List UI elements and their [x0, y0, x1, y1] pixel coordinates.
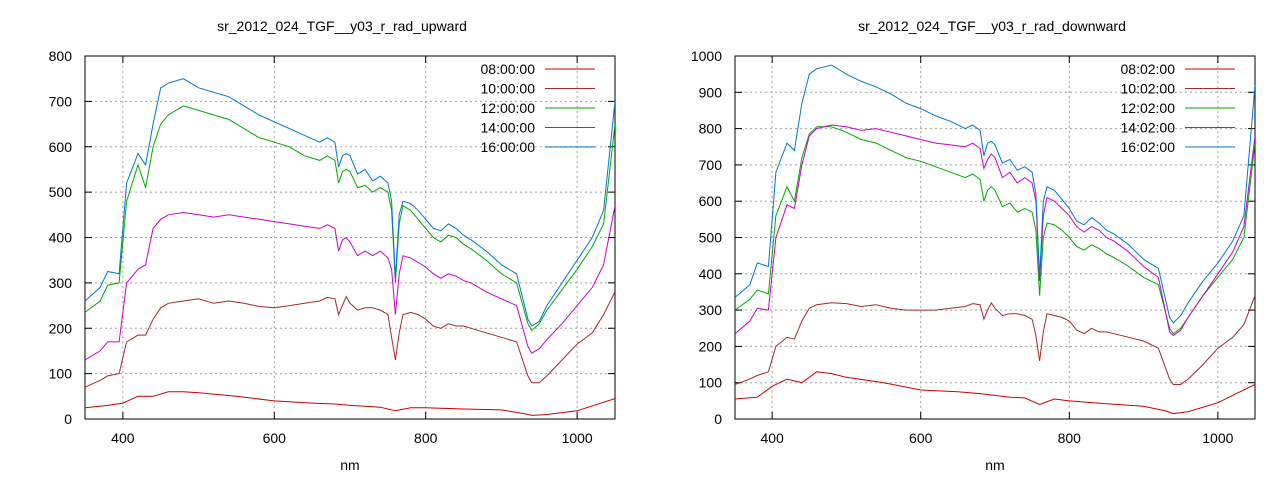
legend-label-1: 08:00:00	[481, 61, 536, 77]
y-tick-label: 600	[49, 139, 73, 155]
y-tick-label: 700	[49, 93, 73, 109]
y-tick-label: 400	[49, 230, 73, 246]
series-line-3	[735, 126, 1255, 335]
y-tick-label: 800	[49, 48, 73, 64]
y-tick-label: 100	[699, 375, 723, 391]
x-tick-label: 800	[1058, 430, 1082, 446]
y-tick-label: 300	[49, 275, 73, 291]
series-line-5	[85, 78, 615, 327]
series-line-5	[735, 64, 1255, 324]
chart-panel-1: 400 600 800 1000 0 100 200 300 400 500 600 700 800 sr…	[49, 18, 616, 473]
chart-title: sr_2012_024_TGF__y03_r_rad_upward	[217, 18, 467, 34]
legend-label-2: 10:02:00	[1121, 81, 1176, 97]
x-tick-label: 800	[414, 430, 438, 446]
y-tick-label: 700	[699, 157, 723, 173]
legend-label-1: 08:02:00	[1121, 61, 1176, 77]
y-tick-label: 0	[714, 411, 722, 427]
legend-label-4: 14:00:00	[481, 120, 536, 136]
y-tick-label: 800	[699, 121, 723, 137]
legend-label-2: 10:00:00	[481, 81, 536, 97]
y-tick-label: 300	[699, 302, 723, 318]
series-line-2	[85, 291, 615, 388]
x-tick-label: 400	[111, 430, 135, 446]
y-tick-label: 500	[49, 184, 73, 200]
y-tick-label: 600	[699, 193, 723, 209]
series-line-4	[85, 205, 615, 361]
legend-label-5: 16:02:00	[1121, 139, 1176, 155]
y-tick-label: 200	[699, 338, 723, 354]
x-tick-label: 600	[263, 430, 287, 446]
chart-title: sr_2012_024_TGF__y03_r_rad_downward	[858, 18, 1126, 34]
y-tick-label: 100	[49, 366, 73, 382]
x-axis-label: nm	[340, 457, 359, 473]
x-tick-label: 600	[909, 430, 933, 446]
x-tick-label: 1000	[1202, 430, 1233, 446]
x-tick-label: 400	[760, 430, 784, 446]
y-tick-label: 200	[49, 320, 73, 336]
series-line-4	[735, 124, 1255, 337]
x-tick-label: 1000	[562, 430, 593, 446]
y-tick-label: 1000	[691, 48, 722, 64]
legend-label-3: 12:02:00	[1121, 100, 1176, 116]
y-tick-label: 0	[64, 411, 72, 427]
series-line-1	[735, 371, 1255, 415]
y-tick-label: 500	[699, 230, 723, 246]
chart-panel-2: 400 600 800 1000 0 100 200 300 400 500 600 700 800 90…	[691, 18, 1256, 473]
series-line-1	[85, 391, 615, 416]
legend-label-5: 16:00:00	[481, 139, 536, 155]
legend-label-4: 14:02:00	[1121, 120, 1176, 136]
y-tick-label: 900	[699, 84, 723, 100]
y-tick-label: 400	[699, 266, 723, 282]
legend-label-3: 12:00:00	[481, 100, 536, 116]
x-axis-label: nm	[985, 457, 1004, 473]
series-line-3	[85, 105, 615, 332]
series-line-2	[735, 295, 1255, 385]
